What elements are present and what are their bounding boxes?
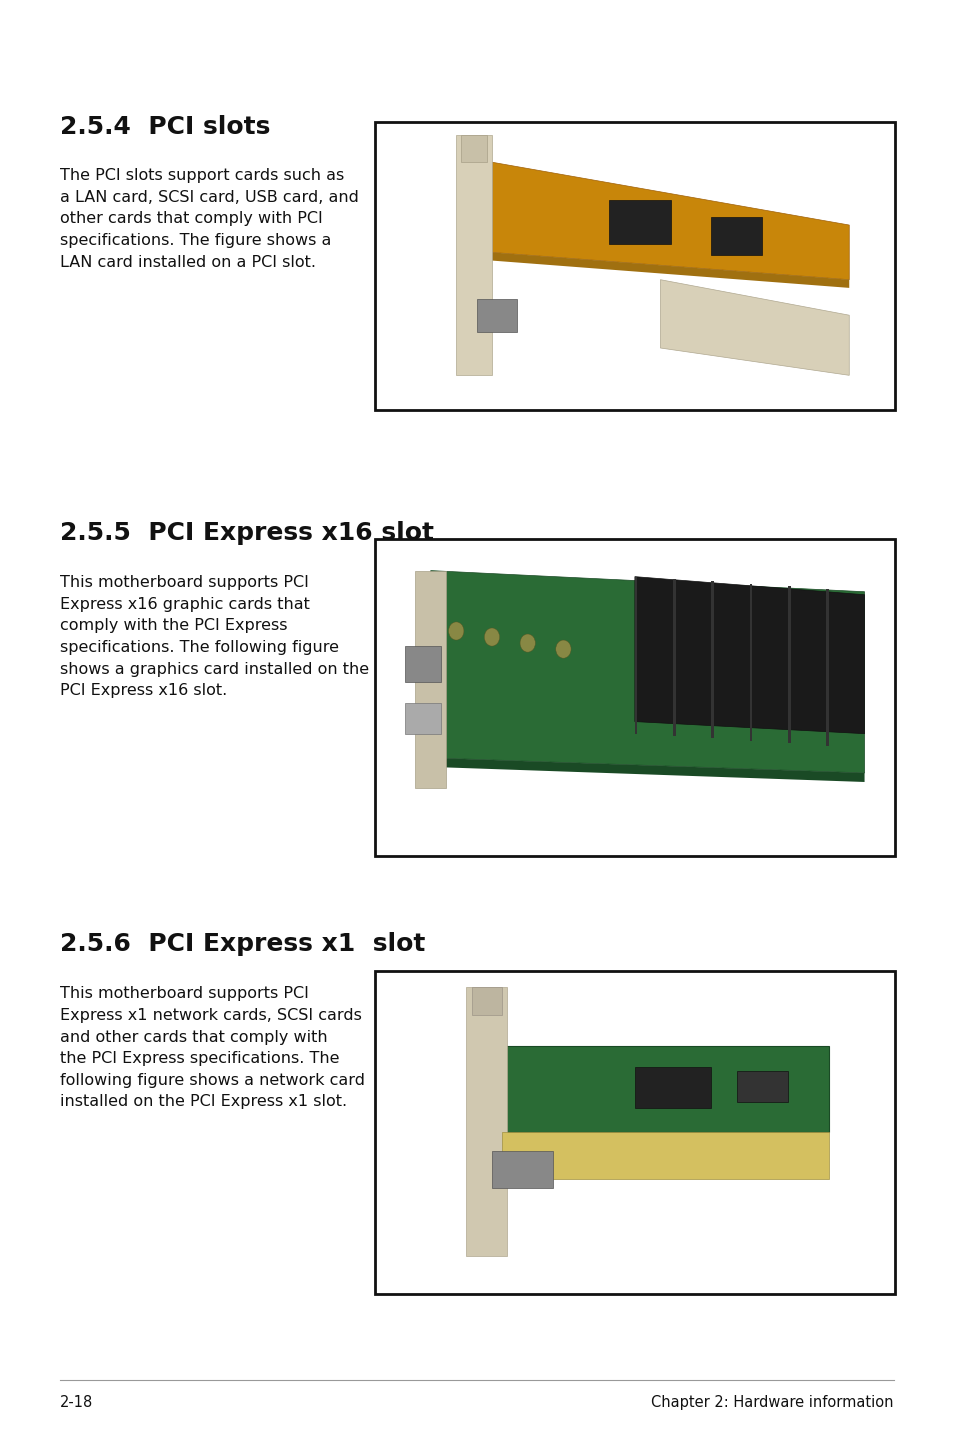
Polygon shape — [430, 571, 863, 774]
Bar — [711, 217, 761, 255]
Text: 2.5.4  PCI slots: 2.5.4 PCI slots — [60, 115, 271, 139]
Polygon shape — [466, 986, 507, 1257]
Ellipse shape — [556, 640, 571, 659]
Polygon shape — [501, 1045, 828, 1133]
Bar — [405, 646, 440, 682]
Bar — [379, 978, 889, 1287]
Bar — [379, 546, 889, 848]
Polygon shape — [501, 1133, 828, 1179]
Bar — [471, 986, 501, 1015]
Polygon shape — [749, 584, 752, 741]
Bar — [635, 1067, 711, 1107]
Polygon shape — [501, 1133, 828, 1142]
Bar — [375, 122, 894, 410]
Text: The PCI slots support cards such as
a LAN card, SCSI card, USB card, and
other c: The PCI slots support cards such as a LA… — [60, 168, 358, 270]
Polygon shape — [492, 253, 848, 288]
Bar — [476, 299, 517, 332]
Polygon shape — [673, 580, 675, 736]
Polygon shape — [711, 581, 713, 739]
Text: Chapter 2: Hardware information: Chapter 2: Hardware information — [651, 1395, 893, 1409]
Polygon shape — [635, 577, 863, 733]
Bar — [405, 703, 440, 733]
Bar — [492, 1150, 553, 1188]
Polygon shape — [825, 588, 828, 746]
Text: 2.5.6  PCI Express x1  slot: 2.5.6 PCI Express x1 slot — [60, 932, 425, 956]
Polygon shape — [635, 577, 637, 733]
Bar — [736, 1070, 787, 1102]
Text: This motherboard supports PCI
Express x1 network cards, SCSI cards
and other car: This motherboard supports PCI Express x1… — [60, 986, 365, 1110]
Ellipse shape — [519, 634, 535, 653]
Bar — [375, 539, 894, 856]
Ellipse shape — [448, 621, 463, 640]
Bar — [609, 200, 670, 244]
Bar — [375, 971, 894, 1294]
Polygon shape — [430, 758, 863, 782]
Text: 2.5.5  PCI Express x16 slot: 2.5.5 PCI Express x16 slot — [60, 521, 434, 545]
Bar — [379, 129, 889, 403]
Text: This motherboard supports PCI
Express x16 graphic cards that
comply with the PCI: This motherboard supports PCI Express x1… — [60, 575, 369, 699]
Text: 2-18: 2-18 — [60, 1395, 93, 1409]
Polygon shape — [456, 135, 492, 375]
Polygon shape — [659, 279, 848, 375]
Polygon shape — [492, 162, 848, 279]
Ellipse shape — [484, 628, 499, 646]
Polygon shape — [415, 571, 446, 788]
Bar — [461, 135, 486, 162]
Polygon shape — [787, 587, 790, 743]
